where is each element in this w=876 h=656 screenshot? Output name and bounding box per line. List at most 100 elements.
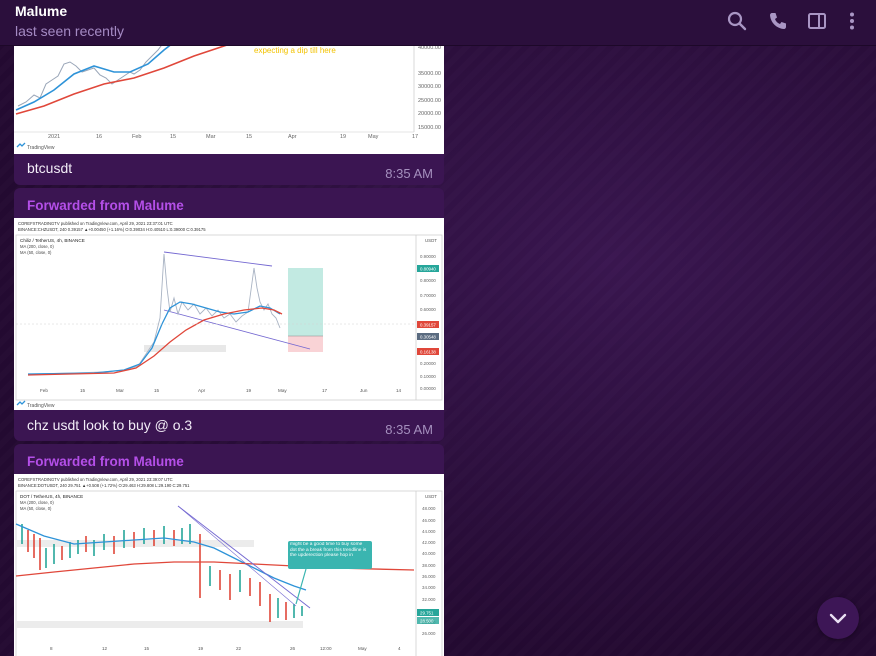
- svg-text:44.000: 44.000: [422, 529, 436, 534]
- svg-text:MA (200, close, 0): MA (200, close, 0): [20, 244, 54, 249]
- svg-text:12: 12: [102, 646, 108, 651]
- svg-text:BINANCE:CHZUSDT, 240 0.39157 ▲: BINANCE:CHZUSDT, 240 0.39157 ▲+0.00450 (…: [18, 227, 206, 232]
- price-axis: 40000.00 35000.00 30000.00 25000.00 2000…: [418, 45, 441, 131]
- svg-text:38.000: 38.000: [422, 563, 436, 568]
- svg-text:MA (50, close, 0): MA (50, close, 0): [20, 506, 52, 511]
- svg-text:Mar: Mar: [116, 388, 124, 393]
- svg-text:DOT / TetherUS, 4h, BINANCE: DOT / TetherUS, 4h, BINANCE: [20, 494, 83, 499]
- svg-text:0.80000: 0.80000: [420, 278, 436, 283]
- message-bubble[interactable]: Forwarded from Malume COREFXTRADINGTV pu…: [14, 188, 444, 441]
- svg-text:32.000: 32.000: [422, 597, 436, 602]
- svg-text:4: 4: [398, 646, 401, 651]
- message-caption: chz usdt look to buy @ o.3: [27, 417, 193, 433]
- svg-text:19: 19: [246, 388, 252, 393]
- svg-text:COREFXTRADINGTV published on T: COREFXTRADINGTV published on TradingView…: [18, 477, 173, 482]
- chart-image-dotusdt[interactable]: COREFXTRADINGTV published on TradingView…: [14, 474, 444, 656]
- svg-text:MA (50, close, 0): MA (50, close, 0): [20, 250, 52, 255]
- svg-text:16: 16: [96, 134, 102, 140]
- svg-text:26: 26: [290, 646, 296, 651]
- svg-text:COREFXTRADINGTV published on T: COREFXTRADINGTV published on TradingView…: [18, 221, 173, 226]
- sidebar-toggle-icon[interactable]: [806, 10, 828, 32]
- svg-text:42.000: 42.000: [422, 540, 436, 545]
- price-tags: 29.751 28.500: [417, 609, 439, 624]
- svg-text:14: 14: [396, 388, 402, 393]
- svg-text:USDT: USDT: [425, 238, 437, 243]
- svg-text:0.90000: 0.90000: [420, 254, 436, 259]
- svg-text:25000.00: 25000.00: [418, 98, 441, 104]
- svg-text:12:00: 12:00: [320, 646, 332, 651]
- date-axis: 2021 16 Feb 15 Mar 15 Apr 19 May 17: [48, 134, 418, 140]
- svg-text:8: 8: [50, 646, 53, 651]
- chart-annotation: expecting a dip till here: [254, 46, 336, 55]
- svg-text:26.000: 26.000: [422, 631, 436, 636]
- svg-text:May: May: [368, 134, 379, 140]
- svg-text:Apr: Apr: [198, 388, 206, 393]
- message-caption: btcusdt: [27, 160, 73, 176]
- svg-text:35000.00: 35000.00: [418, 71, 441, 77]
- chat-header: Malume last seen recently: [0, 0, 876, 46]
- chart-image-chzusdt[interactable]: COREFXTRADINGTV published on TradingView…: [14, 218, 444, 410]
- forwarded-label[interactable]: Forwarded from Malume: [27, 198, 184, 213]
- svg-text:2021: 2021: [48, 134, 60, 140]
- svg-text:0.00000: 0.00000: [420, 386, 436, 391]
- svg-text:USDT: USDT: [425, 494, 437, 499]
- svg-text:20000.00: 20000.00: [418, 111, 441, 117]
- phone-icon[interactable]: [767, 10, 789, 32]
- svg-text:Feb: Feb: [40, 388, 48, 393]
- stop-zone: [288, 336, 323, 352]
- svg-text:Mar: Mar: [206, 134, 216, 140]
- svg-text:May: May: [278, 388, 287, 393]
- svg-text:15000.00: 15000.00: [418, 125, 441, 131]
- search-icon[interactable]: [726, 10, 748, 32]
- tradingview-logo: TradingView: [16, 400, 55, 409]
- svg-text:BINANCE:DOTUSDT, 240 29.751 ▲+: BINANCE:DOTUSDT, 240 29.751 ▲+0.508 (+1.…: [18, 483, 190, 488]
- svg-text:TradingView: TradingView: [27, 403, 55, 409]
- contact-name[interactable]: Malume: [15, 3, 68, 19]
- svg-text:17: 17: [412, 134, 418, 140]
- svg-text:0.30548: 0.30548: [420, 335, 436, 340]
- svg-text:Apr: Apr: [288, 134, 297, 140]
- chart-callout-text: might be a good time to buy some dot the…: [290, 542, 367, 559]
- svg-text:TradingView: TradingView: [27, 145, 55, 151]
- price-tags: 0.80940 0.39157 0.30548 0.16138: [417, 265, 439, 355]
- svg-text:36.000: 36.000: [422, 574, 436, 579]
- svg-text:46.000: 46.000: [422, 518, 436, 523]
- svg-text:15: 15: [246, 134, 252, 140]
- scroll-to-bottom-button[interactable]: [817, 597, 859, 639]
- svg-text:19: 19: [198, 646, 204, 651]
- message-feed[interactable]: expecting a dip till here 40000.00 35000…: [14, 0, 444, 656]
- svg-text:17: 17: [322, 388, 328, 393]
- svg-text:15: 15: [144, 646, 150, 651]
- chevron-down-icon: [829, 613, 847, 624]
- svg-text:15: 15: [80, 388, 86, 393]
- svg-text:15: 15: [154, 388, 160, 393]
- forwarded-label[interactable]: Forwarded from Malume: [27, 454, 184, 469]
- svg-text:0.39157: 0.39157: [420, 323, 436, 328]
- message-time: 8:35 AM: [385, 166, 433, 181]
- target-zone: [288, 268, 323, 336]
- chart-callout-box: [288, 541, 372, 569]
- message-bubble[interactable]: Forwarded from Malume COREFXTRADINGTV pu…: [14, 444, 444, 656]
- svg-text:29.751: 29.751: [420, 611, 434, 616]
- tradingview-logo: TradingView: [16, 142, 55, 151]
- message-time: 8:35 AM: [385, 422, 433, 437]
- svg-text:40.000: 40.000: [422, 551, 436, 556]
- svg-text:0.20000: 0.20000: [420, 361, 436, 366]
- date-axis: 8 12 15 19 22 26 12:00 May 4: [50, 646, 401, 651]
- svg-text:Feb: Feb: [132, 134, 141, 140]
- svg-text:28.500: 28.500: [420, 619, 434, 624]
- svg-text:15: 15: [170, 134, 176, 140]
- svg-text:0.16138: 0.16138: [420, 350, 436, 355]
- svg-text:48.000: 48.000: [422, 506, 436, 511]
- svg-text:40000.00: 40000.00: [418, 45, 441, 51]
- svg-text:May: May: [358, 646, 367, 651]
- more-vertical-icon[interactable]: [841, 10, 863, 32]
- svg-text:22: 22: [236, 646, 242, 651]
- price-axis: 48.000 46.000 44.000 42.000 40.000 38.00…: [422, 506, 436, 636]
- svg-text:Chiliz / TetherUS, 4h, BINANCE: Chiliz / TetherUS, 4h, BINANCE: [20, 238, 85, 243]
- contact-status: last seen recently: [15, 23, 124, 39]
- svg-text:0.60000: 0.60000: [420, 307, 436, 312]
- svg-text:Jun: Jun: [360, 388, 368, 393]
- svg-text:MA (200, close, 0): MA (200, close, 0): [20, 500, 54, 505]
- svg-text:34.000: 34.000: [422, 585, 436, 590]
